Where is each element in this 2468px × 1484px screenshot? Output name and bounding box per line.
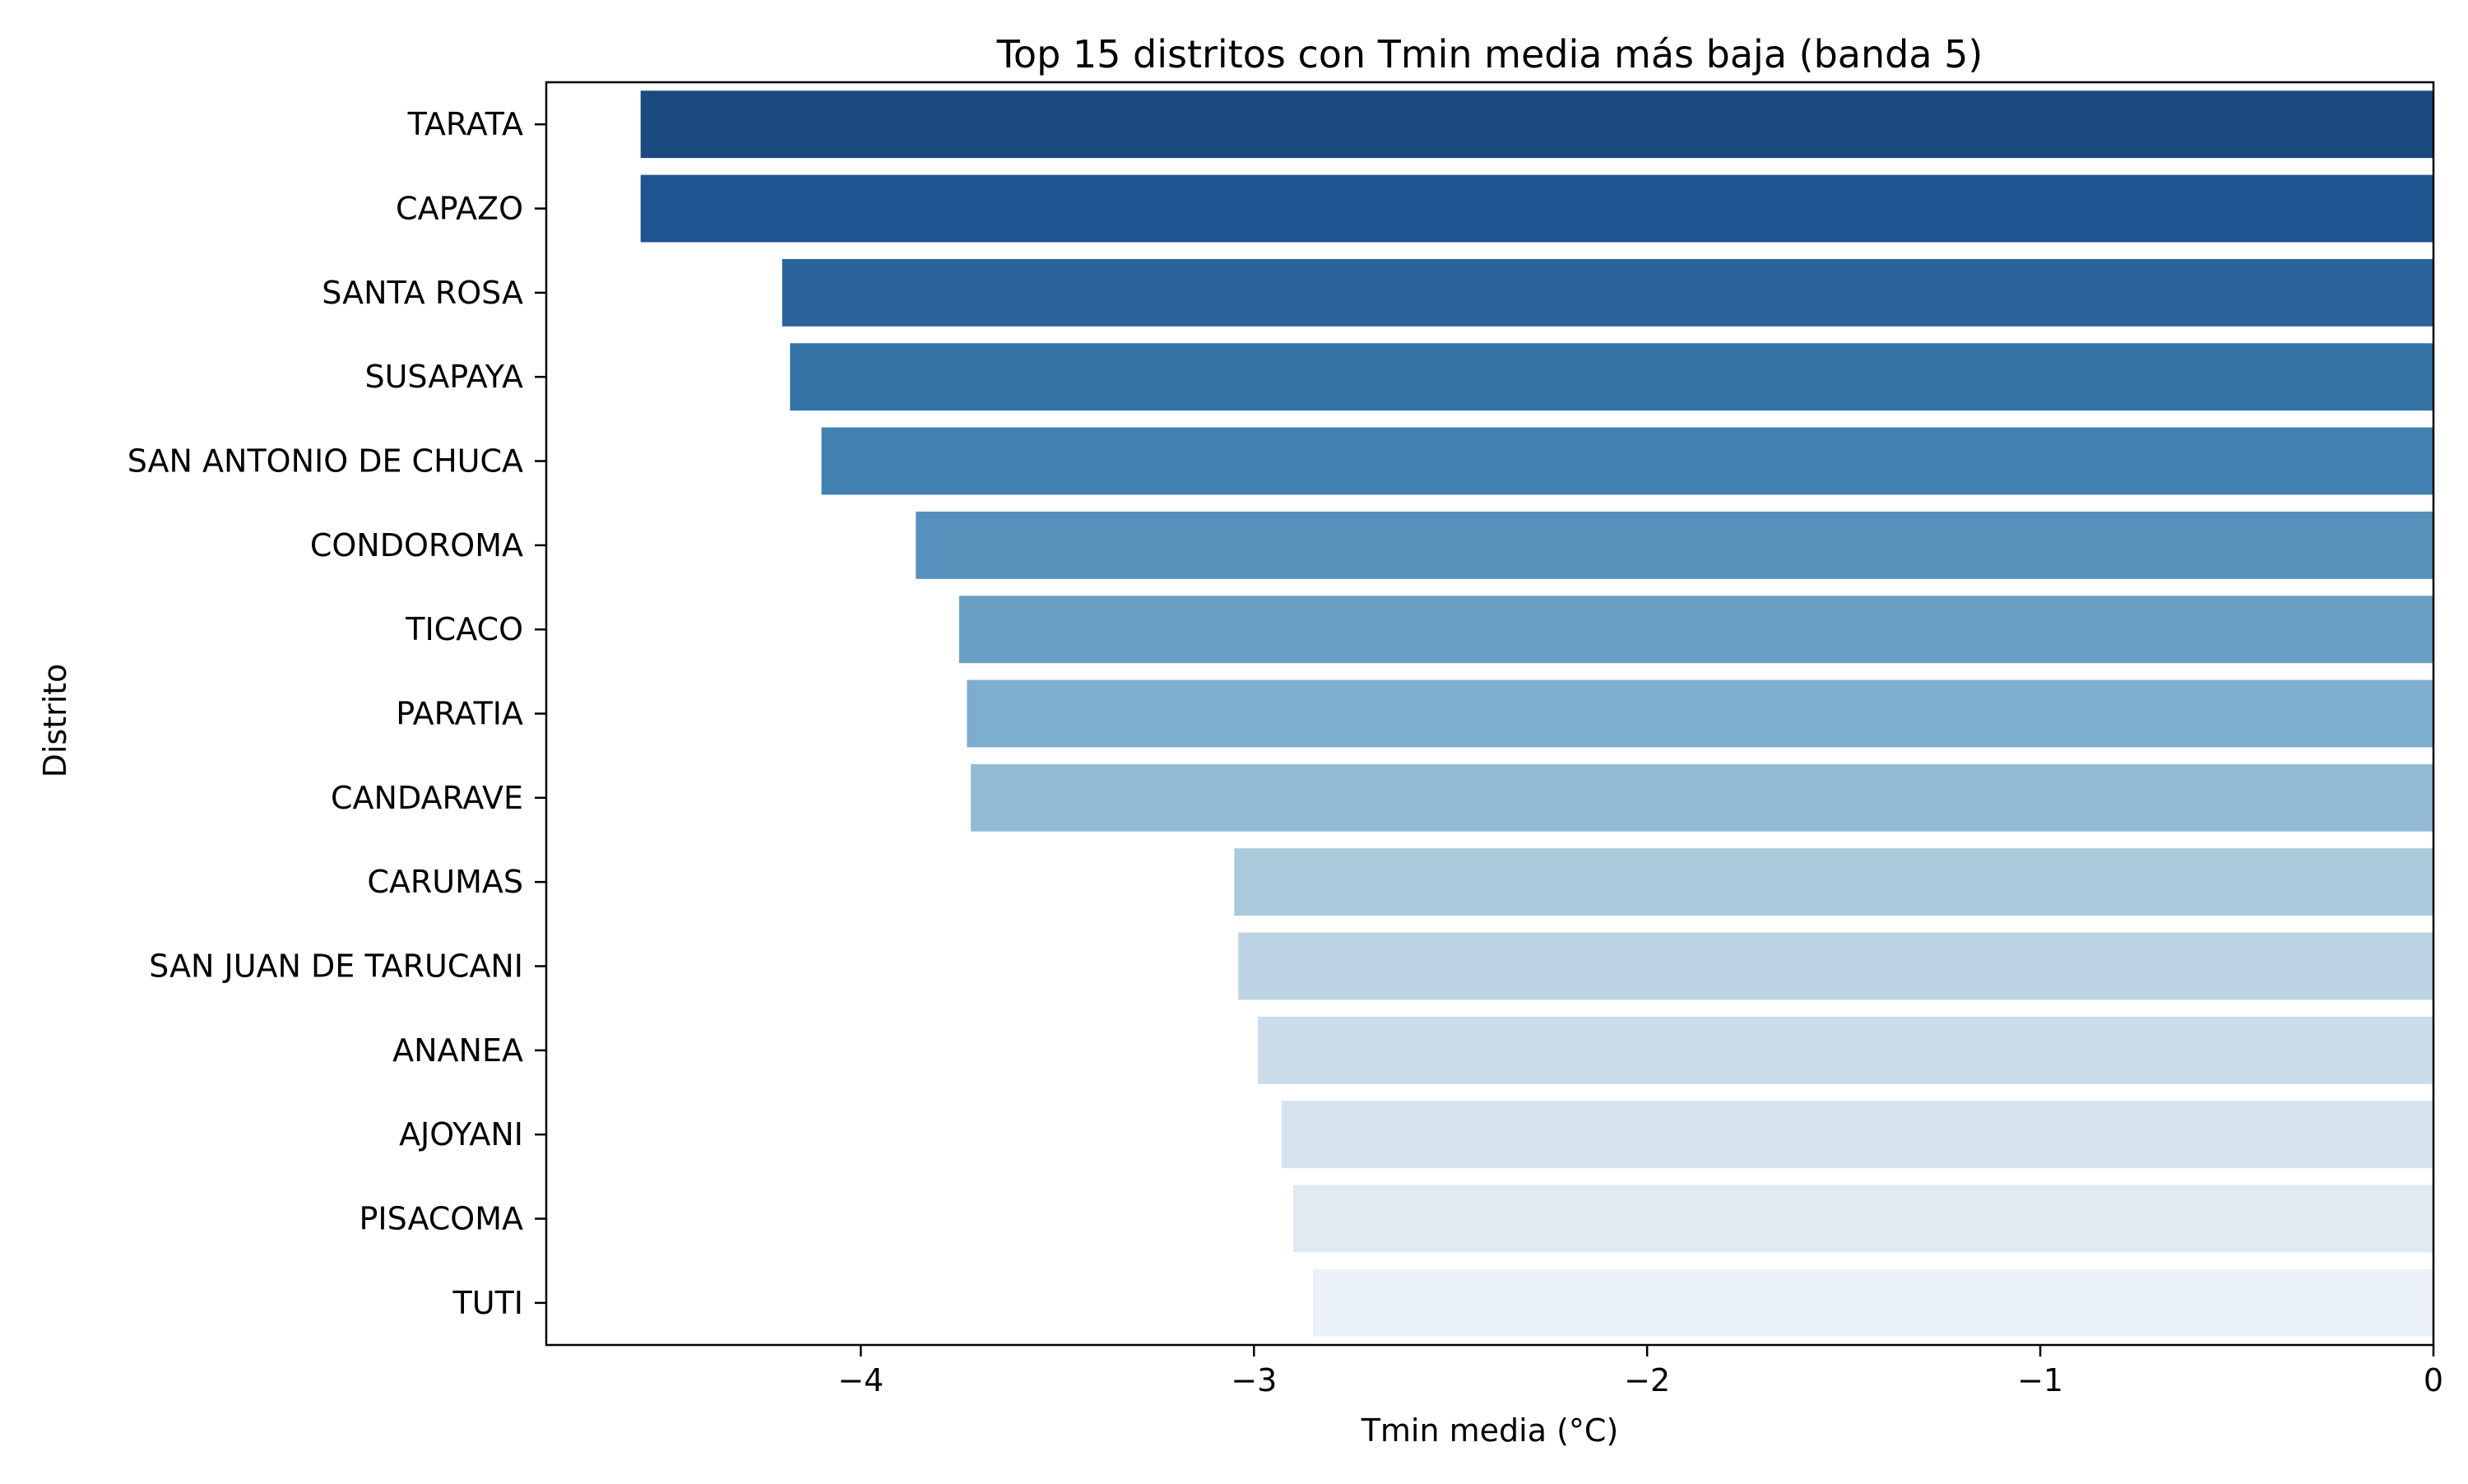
bar-carumas [1234,848,2433,916]
bar-pisacoma [1293,1185,2433,1253]
bar-ticaco [958,596,2433,664]
x-tick-label: −1 [2017,1362,2063,1398]
bar-condoroma [916,511,2433,579]
y-tick-label: CAPAZO [396,191,523,227]
bar-tuti [1312,1268,2433,1337]
y-tick-label: AJOYANI [399,1116,523,1152]
y-tick-label: ANANEA [392,1032,523,1069]
x-axis-ticks: −4 −3 −2 −1 0 [837,1345,2443,1398]
bar-ananea [1258,1016,2433,1084]
y-tick-label: SAN JUAN DE TARUCANI [149,948,523,985]
x-tick-label: 0 [2424,1362,2443,1398]
y-tick-label: TUTI [452,1285,523,1321]
bars-group [640,90,2434,1337]
y-tick-label: TICACO [405,611,523,647]
x-tick-label: −3 [1231,1362,1277,1398]
y-axis-ticks: TARATA CAPAZO SANTA ROSA SUSAPAYA SAN ANTONI… [128,106,546,1321]
bar-santa-rosa [782,258,2433,327]
chart-title: Top 15 distritos con Tmin media más baja… [996,32,1983,77]
y-tick-label: SUSAPAYA [364,359,523,395]
bar-san-juan-de-tarucani [1238,932,2433,1000]
x-axis-label: Tmin media (°C) [1361,1412,1619,1449]
y-tick-label: CONDOROMA [310,527,523,563]
bar-candarave [971,763,2433,832]
y-tick-label: SANTA ROSA [322,275,523,311]
plot-frame [545,81,2435,1347]
x-tick-label: −2 [1624,1362,1670,1398]
y-tick-label: TARATA [407,106,523,142]
y-tick-label: PISACOMA [360,1201,524,1237]
y-tick-label: PARATIA [396,696,523,732]
y-tick-label: CANDARAVE [331,780,523,816]
bar-ajoyani [1281,1101,2433,1169]
x-tick-label: −4 [837,1362,884,1398]
y-axis-label: Distrito [37,664,73,778]
bar-capazo [640,174,2434,243]
bar-paratia [967,679,2433,748]
y-tick-label: CARUMAS [367,864,523,900]
bar-tarata [640,90,2434,159]
bar-san-antonio-de-chuca [821,427,2433,495]
bar-susapaya [790,343,2433,411]
y-tick-label: SAN ANTONIO DE CHUCA [128,443,523,480]
